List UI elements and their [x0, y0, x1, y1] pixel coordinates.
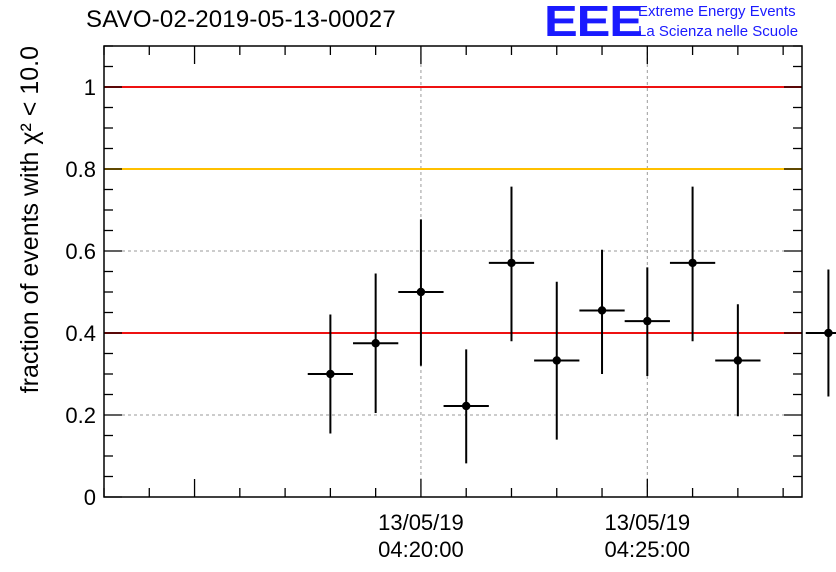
data-point — [688, 258, 697, 268]
data-point — [371, 339, 380, 348]
y-tick-label: 0.6 — [65, 239, 96, 264]
eee-logo-mark: EEE — [544, 0, 643, 46]
data-point-group — [353, 273, 399, 413]
data-point-group — [443, 349, 489, 464]
data-point-group — [805, 269, 836, 397]
data-point — [552, 356, 561, 365]
y-tick-label: 0.4 — [65, 321, 96, 346]
y-axis-label: fraction of events with χ² < 10.0 — [16, 46, 44, 393]
data-point-group — [534, 281, 580, 440]
data-point — [507, 258, 516, 268]
eee-logo: EEE Extreme Energy Events La Scienza nel… — [544, 0, 834, 48]
y-axis-label-group: fraction of events with χ² < 10.0 — [16, 46, 44, 393]
data-point — [416, 287, 426, 297]
data-point-group — [669, 186, 716, 342]
y-tick-label: 0.8 — [65, 157, 96, 182]
chart-title: SAVO-02-2019-05-13-00027 — [86, 6, 396, 33]
reference-lines — [104, 86, 802, 334]
plot-frame — [103, 45, 803, 498]
data-point — [733, 356, 743, 365]
y-tick-label: 0 — [84, 485, 96, 510]
x-tick-label-time: 04:25:00 — [604, 537, 690, 562]
y-tick-label: 1 — [84, 75, 96, 100]
x-tick-label-date: 13/05/19 — [378, 510, 464, 535]
x-tick-label-date: 13/05/19 — [604, 510, 690, 535]
logo-text-line2: La Scienza nelle Scuole — [638, 23, 799, 40]
data-point — [462, 401, 471, 411]
data-point-group — [715, 304, 761, 417]
data-point-group — [624, 267, 670, 377]
x-tick-label-time: 04:20:00 — [378, 537, 464, 562]
y-tick-label: 0.2 — [65, 403, 96, 428]
data-point — [643, 316, 652, 326]
data-point — [597, 306, 607, 315]
data-point-group — [307, 314, 354, 434]
data-point — [824, 328, 833, 338]
axes: 00.20.40.60.8113/05/1904:20:0013/05/1904… — [65, 45, 803, 562]
data-point-group — [579, 249, 625, 374]
logo-text-line1: Extreme Energy Events — [638, 3, 796, 20]
data-point-group — [488, 186, 535, 342]
data-point — [326, 369, 335, 379]
data-point-group — [398, 219, 444, 366]
data-points — [307, 186, 836, 464]
grid-layer — [104, 46, 802, 497]
